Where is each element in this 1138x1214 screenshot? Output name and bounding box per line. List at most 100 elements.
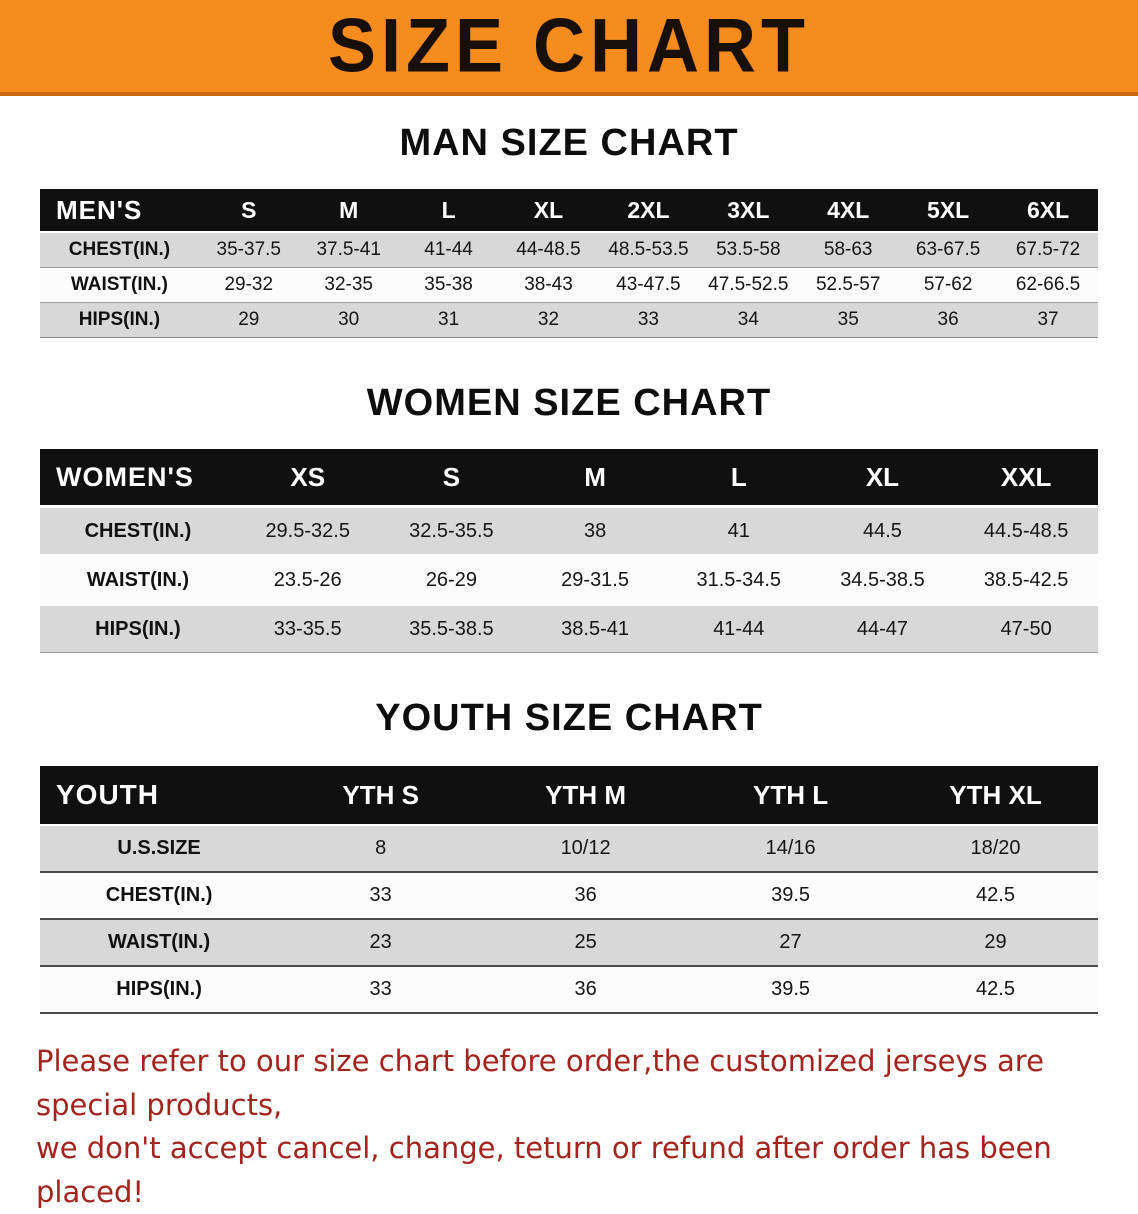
row-label: CHEST(IN.) [105,884,213,906]
row-label: CHEST(IN.) [84,519,192,542]
table-row: CHEST(IN.) 35-37.5 37.5-41 41-44 44-48.5 48.5… [40,232,1098,268]
size-value-cell: 29-32 [224,274,274,295]
row-label: CHEST(IN.) [68,239,171,260]
women-size-section: WOMEN SIZE CHART WOMEN'S XS S M L XL XXL CHEST(… [0,382,1138,653]
size-value-cell: 39.5 [771,978,811,1000]
size-value-cell: 38-43 [524,274,573,295]
size-value-cell: 48.5-53.5 [608,239,689,260]
table-row: HIPS(IN.) 33-35.5 35.5-38.5 38.5-41 41-44 44-… [40,604,1098,653]
size-value-cell: 41 [727,519,750,542]
table-row: WAIST(IN.) 23.5-26 26-29 29-31.5 31.5-34.5 34… [40,555,1098,605]
size-column-header: XL [810,449,955,507]
table-title-cell: WOMEN'S [40,449,236,507]
size-value-cell: 38.5-41 [561,617,629,640]
size-value-cell: 63-67.5 [915,239,981,260]
size-value-cell: 37 [1037,309,1059,330]
size-value-cell: 34 [737,309,759,330]
size-column-header: 6XL [998,189,1098,232]
size-value-cell: 52.5-57 [815,274,881,295]
women-size-heading: WOMEN SIZE CHART [366,382,772,424]
size-column-header: M [298,189,399,232]
size-value-cell: 41-44 [713,617,765,640]
size-value-cell: 44.5-48.5 [983,519,1069,542]
size-value-cell: 38 [583,519,607,542]
youth-size-section: YOUTH SIZE CHART YOUTH YTH S YTH M YTH L YTH… [0,697,1138,1014]
size-value-cell: 58-63 [823,239,873,260]
size-value-cell: 36 [574,978,597,1000]
size-value-cell: 36 [937,309,959,330]
table-header-row: YOUTH YTH S YTH M YTH L YTH XL [40,766,1098,825]
table-row: HIPS(IN.) 33 36 39.5 42.5 [40,966,1098,1013]
size-value-cell: 33 [369,978,392,1000]
size-value-cell: 31.5-34.5 [696,568,782,591]
size-value-cell: 53.5-58 [716,239,781,260]
size-column-header: XXL [954,449,1098,507]
size-value-cell: 33 [637,309,659,330]
size-value-cell: 32.5-35.5 [409,519,494,542]
table-header-row: WOMEN'S XS S M L XL XXL [40,449,1098,507]
size-column-header: 3XL [698,189,799,232]
size-value-cell: 30 [338,309,360,330]
disclaimer-line-2: we don't accept cancel, change, teturn o… [36,1131,1052,1209]
size-value-cell: 57-62 [923,274,973,295]
size-column-header: S [379,449,524,507]
size-value-cell: 47.5-52.5 [708,274,789,295]
size-value-cell: 62-66.5 [1015,274,1081,295]
size-value-cell: 10/12 [560,837,611,859]
size-value-cell: 44.5 [862,519,902,542]
size-value-cell: 35.5-38.5 [409,617,494,640]
table-row: HIPS(IN.) 29 30 31 32 33 34 35 36 37 [40,302,1098,338]
table-row: CHEST(IN.) 29.5-32.5 32.5-35.5 38 41 44.5 44.5… [40,506,1098,556]
size-value-cell: 44-48.5 [516,239,581,260]
size-chart-body: MAN SIZE CHART MEN'S S M L XL 2XL 3XL 4XL 5XL 6XL… [0,122,1138,1214]
size-value-cell: 42.5 [976,884,1015,906]
row-label: WAIST(IN.) [107,931,211,953]
size-column-header: XL [498,189,599,232]
size-value-cell: 29-31.5 [561,568,629,591]
size-column-header: L [398,189,499,232]
youth-size-heading: YOUTH SIZE CHART [375,697,763,739]
size-column-header: YTH XL [893,766,1098,825]
size-value-cell: 32-35 [324,274,373,295]
size-value-cell: 36 [574,884,597,906]
row-label: HIPS(IN.) [78,309,161,330]
disclaimer: Please refer to our size chart before or… [36,1040,1120,1214]
size-column-header: L [666,449,811,507]
table-header-row: MEN'S S M L XL 2XL 3XL 4XL 5XL 6XL [40,189,1098,232]
table-row: CHEST(IN.) 33 36 39.5 42.5 [40,872,1098,919]
size-value-cell: 8 [375,837,387,859]
size-column-header: 4XL [798,189,899,232]
size-value-cell: 42.5 [976,978,1015,1000]
size-value-cell: 43-47.5 [616,274,681,295]
row-label: HIPS(IN.) [95,617,181,640]
disclaimer-line-1: Please refer to our size chart before or… [36,1044,1044,1122]
size-value-cell: 32 [537,309,560,330]
size-value-cell: 29 [238,309,260,330]
size-value-cell: 35 [837,309,859,330]
size-value-cell: 27 [779,931,802,953]
table-title-cell: YOUTH [40,766,279,825]
size-column-header: 5XL [898,189,999,232]
women-size-table: WOMEN'S XS S M L XL XXL CHEST(IN.) 29.5-32.5 32.5… [40,449,1098,653]
man-size-section: MAN SIZE CHART MEN'S S M L XL 2XL 3XL 4XL 5XL 6XL… [0,122,1138,338]
size-column-header: YTH S [278,766,484,825]
size-chart-banner: SIZE CHART [0,0,1138,96]
size-column-header: M [523,449,667,507]
size-column-header: YTH M [483,766,689,825]
table-row: WAIST(IN.) 29-32 32-35 35-38 38-43 43-47.5 47.… [40,267,1098,303]
size-value-cell: 33-35.5 [273,617,342,640]
size-value-cell: 41-44 [424,239,473,260]
size-value-cell: 29 [984,931,1007,953]
table-row: WAIST(IN.) 23 25 27 29 [40,919,1098,966]
table-row: U.S.SIZE 8 10/12 14/16 18/20 [40,825,1098,872]
row-label: WAIST(IN.) [86,568,190,591]
size-column-header: XS [235,449,380,507]
size-value-cell: 44-47 [856,617,909,640]
size-value-cell: 14/16 [765,837,816,859]
size-value-cell: 18/20 [970,837,1021,859]
size-value-cell: 34.5-38.5 [840,568,925,591]
size-value-cell: 39.5 [771,884,811,906]
size-value-cell: 38.5-42.5 [983,568,1069,591]
size-chart-title: SIZE CHART [328,3,810,89]
size-value-cell: 47-50 [1000,617,1052,640]
